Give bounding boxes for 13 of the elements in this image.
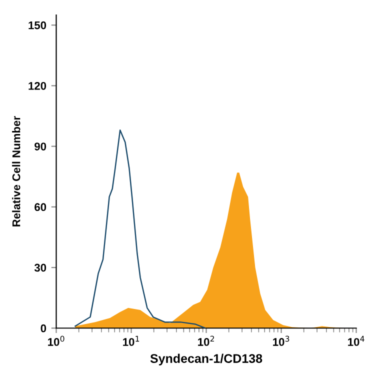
y-tick-label: 120 <box>28 82 46 90</box>
x-tick-label: 10$^{3}$ <box>273 336 290 346</box>
x-tick-label: 10$^{2}$ <box>198 336 214 346</box>
y-tick-label: 60 <box>34 203 46 212</box>
y-tick-label: 0 <box>40 324 46 332</box>
x-axis-title: Syndecan-1/CD138 <box>150 354 262 366</box>
x-tick-label: 10$^{4}$ <box>348 336 364 346</box>
y-tick-label: 30 <box>34 264 46 272</box>
x-tick-label: 10$^{1}$ <box>123 336 140 346</box>
y-axis-title: Relative Cell Number <box>12 116 20 226</box>
x-tick-label: 10$^{0}$ <box>48 336 64 346</box>
y-tick-label: 150 <box>28 21 46 30</box>
y-tick-label: 90 <box>34 142 46 150</box>
